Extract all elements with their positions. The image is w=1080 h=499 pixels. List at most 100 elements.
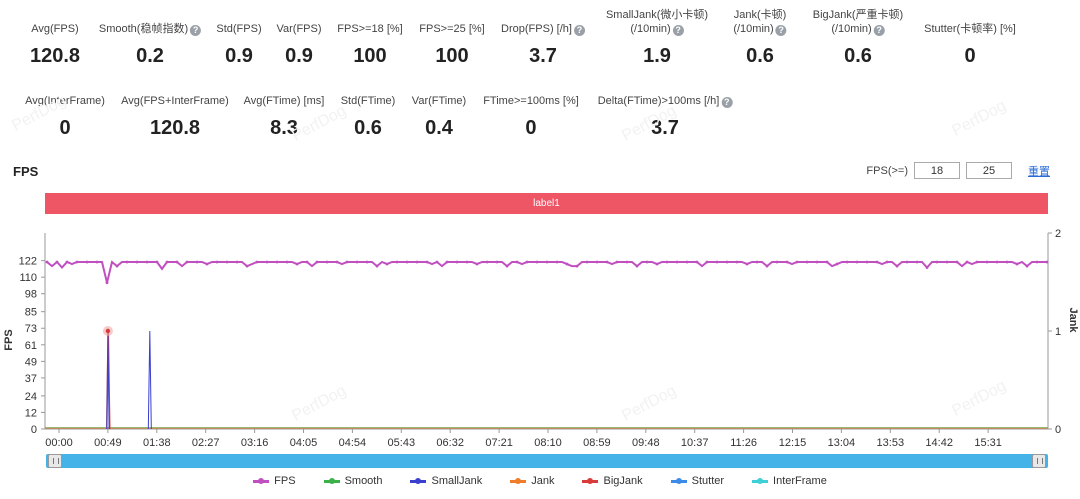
x-tick-label: 15:31 bbox=[974, 437, 1002, 449]
series-fps-point bbox=[85, 260, 89, 264]
series-fps-point bbox=[575, 264, 579, 268]
legend-swatch-icon bbox=[410, 477, 427, 484]
stat-value: 0.9 bbox=[225, 45, 253, 67]
series-fps-point bbox=[715, 260, 719, 264]
series-fps-point bbox=[65, 260, 69, 264]
series-fps-point bbox=[875, 260, 879, 264]
stat-label: FTime>=100ms [%] bbox=[483, 95, 579, 107]
series-fps-point bbox=[415, 260, 419, 264]
legend-label: FPS bbox=[274, 475, 296, 487]
stat-stats2-2: Avg(FTime) [ms] 8.3 bbox=[244, 94, 325, 140]
series-fps-point bbox=[125, 260, 129, 264]
stat-label: BigJank(严重卡顿) (/10min)? bbox=[812, 9, 904, 36]
series-fps-point bbox=[395, 260, 399, 264]
help-icon[interactable]: ? bbox=[873, 25, 885, 36]
slider-left-handle[interactable] bbox=[48, 454, 62, 468]
series-fps-point bbox=[595, 260, 599, 264]
stat-label: Avg(FPS) bbox=[31, 23, 79, 35]
series-fps-point bbox=[465, 260, 469, 264]
stat-label: SmallJank(微小卡顿) (/10min)? bbox=[605, 9, 709, 36]
series-fps-point bbox=[225, 260, 229, 264]
x-tick-label: 12:15 bbox=[779, 437, 807, 449]
slider-right-handle[interactable] bbox=[1032, 454, 1046, 468]
series-fps-point bbox=[215, 260, 219, 264]
series-fps-point bbox=[845, 260, 849, 264]
series-fps-point bbox=[455, 260, 459, 264]
legend-swatch-icon bbox=[253, 477, 270, 484]
stat-value: 100 bbox=[353, 45, 387, 67]
series-fps-point bbox=[675, 260, 679, 264]
stat-label: Stutter(卡顿率) [%] bbox=[924, 23, 1016, 35]
legend-item-smalljank[interactable]: SmallJank bbox=[410, 475, 482, 487]
stat-value: 8.3 bbox=[270, 117, 298, 139]
help-icon[interactable]: ? bbox=[672, 25, 684, 36]
legend-item-jank[interactable]: Jank bbox=[510, 475, 554, 487]
legend-item-stutter[interactable]: Stutter bbox=[670, 475, 725, 487]
reset-link[interactable]: 重置 bbox=[1028, 165, 1050, 178]
x-tick-label: 13:53 bbox=[877, 437, 905, 449]
x-tick-label: 04:54 bbox=[339, 437, 367, 449]
series-fps-point bbox=[755, 260, 759, 264]
help-icon[interactable]: ? bbox=[775, 25, 787, 36]
series-fps-point bbox=[325, 260, 329, 264]
chart-legend: FPS Smooth SmallJank Jank BigJank Stutter Inte… bbox=[0, 475, 1080, 487]
stat-value: 1.9 bbox=[643, 45, 671, 67]
stat-label: Drop(FPS) [/h]? bbox=[501, 22, 585, 36]
time-range-slider[interactable] bbox=[46, 454, 1048, 468]
label-bar[interactable]: label1 bbox=[45, 193, 1048, 214]
legend-item-bigjank[interactable]: BigJank bbox=[582, 475, 643, 487]
series-fps-point bbox=[295, 262, 299, 266]
stat-value: 0.9 bbox=[285, 45, 313, 67]
x-tick-label: 00:49 bbox=[94, 437, 122, 449]
legend-item-smooth[interactable]: Smooth bbox=[323, 475, 382, 487]
series-fps-point bbox=[385, 262, 389, 266]
fps-threshold-input-1[interactable] bbox=[914, 162, 960, 179]
x-tick-label: 14:42 bbox=[925, 437, 953, 449]
legend-swatch-icon bbox=[582, 477, 599, 484]
x-tick-label: 10:37 bbox=[681, 437, 709, 449]
legend-item-interframe[interactable]: InterFrame bbox=[752, 475, 827, 487]
stat-label: Std(FTime) bbox=[340, 95, 396, 107]
legend-label: BigJank bbox=[603, 475, 643, 487]
series-fps-point bbox=[615, 260, 619, 264]
series-fps-point bbox=[105, 281, 109, 285]
stat-label: Std(FPS) bbox=[216, 23, 262, 35]
legend-item-fps[interactable]: FPS bbox=[253, 475, 296, 487]
y-right-tick-label: 2 bbox=[1055, 228, 1061, 240]
stat-label: Avg(FTime) [ms] bbox=[243, 95, 325, 107]
series-fps-point bbox=[1045, 260, 1049, 264]
series-fps-point bbox=[945, 260, 949, 264]
help-icon[interactable]: ? bbox=[573, 25, 585, 36]
y-tick-label: 73 bbox=[25, 323, 37, 335]
legend-swatch-icon bbox=[670, 477, 687, 484]
x-tick-label: 08:59 bbox=[583, 437, 611, 449]
series-fps-point bbox=[555, 260, 559, 264]
stat-stats1-7: SmallJank(微小卡顿) (/10min)? 1.9 bbox=[606, 8, 708, 68]
legend-swatch-icon bbox=[323, 477, 340, 484]
series-fps-point bbox=[345, 260, 349, 264]
series-fps-point bbox=[895, 264, 899, 268]
stat-stats1-5: FPS>=25 [%] 100 bbox=[419, 22, 484, 68]
stat-value: 0 bbox=[59, 117, 71, 139]
stat-stats1-0: Avg(FPS) 120.8 bbox=[30, 22, 80, 68]
stat-stats2-5: FTime>=100ms [%] 0 bbox=[483, 94, 579, 140]
series-fps-point bbox=[745, 262, 749, 266]
series-fps-point bbox=[155, 260, 159, 264]
legend-label: Stutter bbox=[691, 475, 725, 487]
stat-value: 100 bbox=[435, 45, 469, 67]
series-fps-point bbox=[965, 260, 969, 264]
series-fps-point bbox=[165, 260, 169, 264]
help-icon[interactable]: ? bbox=[721, 97, 733, 108]
series-fps-point bbox=[55, 260, 59, 264]
x-tick-label: 03:16 bbox=[241, 437, 269, 449]
series-fps-point bbox=[265, 260, 269, 264]
x-tick-label: 13:04 bbox=[828, 437, 856, 449]
fps-threshold-input-2[interactable] bbox=[966, 162, 1012, 179]
series-fps-point bbox=[725, 260, 729, 264]
stat-stats1-8: Jank(卡顿) (/10min)? 0.6 bbox=[733, 8, 787, 68]
y-right-tick-label: 1 bbox=[1055, 326, 1061, 338]
help-icon[interactable]: ? bbox=[190, 25, 202, 36]
series-fps-point bbox=[815, 260, 819, 264]
series-fps-point bbox=[115, 264, 119, 268]
